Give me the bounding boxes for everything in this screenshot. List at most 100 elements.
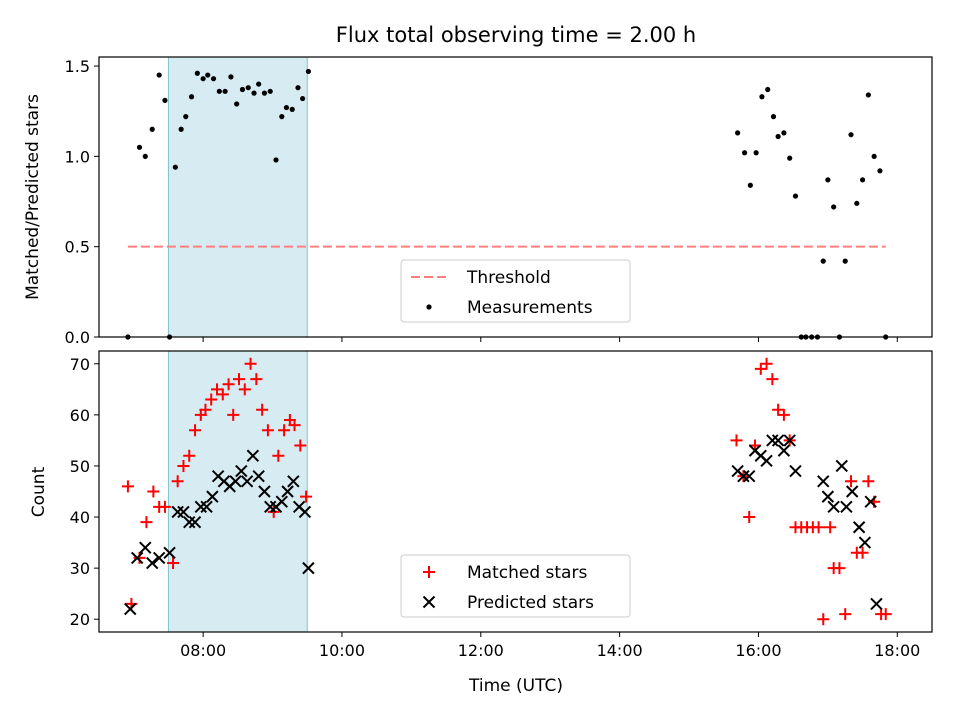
ratio-series0-point-42 xyxy=(792,193,799,199)
count-series0-point-18 xyxy=(227,408,240,421)
count-series1-point-16 xyxy=(229,475,242,488)
ratio-series0-point-4 xyxy=(156,72,162,78)
count-series0-point-19 xyxy=(232,373,245,386)
count-series0-point-21 xyxy=(244,357,257,370)
count-series0-point-38 xyxy=(766,373,779,386)
count-series0-point-22 xyxy=(250,373,263,386)
ratio-series0-point-48 xyxy=(825,177,831,183)
count-series0-point-34 xyxy=(743,511,756,524)
count-y-tick-label-3: 50 xyxy=(70,457,90,476)
count-series0-point-32 xyxy=(730,434,743,447)
ratio-shaded-interval xyxy=(167,56,308,338)
time-x-axis-label: Time (UTC) xyxy=(468,676,563,696)
x-tick-label-5: 18:00 xyxy=(874,641,920,660)
count-series1-point-39 xyxy=(783,434,796,447)
ratio-series0-point-56 xyxy=(871,153,877,159)
ratio-series0-point-53 xyxy=(854,200,860,206)
count-series1-point-2 xyxy=(139,541,152,554)
count-series1-point-36 xyxy=(766,434,779,447)
count-series0-point-13 xyxy=(199,403,212,416)
count-series1-point-29 xyxy=(302,561,315,575)
ratio-series0-point-25 xyxy=(273,157,279,163)
count-series0-point-6 xyxy=(158,500,171,513)
count-series0-point-52 xyxy=(845,475,858,488)
count-y-tick-label-2: 40 xyxy=(70,508,90,527)
count-series1-point-38 xyxy=(777,444,791,457)
count-series0-point-20 xyxy=(238,383,251,396)
count-series0-point-31 xyxy=(300,490,313,503)
count-series1-point-1 xyxy=(130,551,144,565)
chart-title: Flux total observing time = 2.00 h xyxy=(336,23,696,47)
ratio-series0-point-34 xyxy=(747,182,753,188)
x-tick-label-3: 14:00 xyxy=(597,641,643,660)
ratio-series0-point-16 xyxy=(222,88,228,94)
ratio-series0-point-2 xyxy=(142,153,148,159)
ratio-series0-point-31 xyxy=(305,68,312,75)
count-series0-point-54 xyxy=(856,546,869,559)
count-panel: 08:00 10:00 12:00 14:00 16:00 18:00 20 30 40 50 60… xyxy=(70,350,933,660)
ratio-y-tick-label-0: 0.0 xyxy=(65,328,90,347)
count-series1-point-24 xyxy=(275,495,289,508)
ratio-series0-point-10 xyxy=(188,94,195,100)
ratio-series0-point-32 xyxy=(735,130,741,136)
ratio-series0-point-9 xyxy=(183,114,189,120)
count-series0-point-8 xyxy=(171,475,184,488)
count-series1-point-3 xyxy=(146,556,159,570)
ratio-series0-point-3 xyxy=(149,126,155,132)
ratio-series0-point-22 xyxy=(256,81,262,87)
count-series1-point-32 xyxy=(742,469,756,483)
legend-predicted-swatch xyxy=(422,595,436,609)
ratio-series0-point-21 xyxy=(251,90,257,96)
x-tick-label-1: 10:00 xyxy=(319,641,365,660)
count-series1-point-17 xyxy=(235,464,248,478)
ratio-series0-point-17 xyxy=(228,74,234,80)
count-series1-point-25 xyxy=(281,485,294,498)
ratio-series0-point-47 xyxy=(820,258,826,264)
ratio-series0-point-36 xyxy=(759,94,765,100)
count-series0-point-36 xyxy=(754,362,767,375)
count-series1-point-43 xyxy=(827,500,840,514)
ratio-series0-point-35 xyxy=(753,150,759,156)
ratio-series0-point-5 xyxy=(162,97,168,103)
ratio-y-tick-label-1: 0.5 xyxy=(65,238,90,257)
ratio-series0-point-51 xyxy=(842,258,848,264)
count-series1-point-10 xyxy=(194,500,208,514)
count-shaded-interval xyxy=(167,350,308,633)
count-series0-point-9 xyxy=(177,459,190,472)
ratio-y-tick-label-2: 1.0 xyxy=(65,147,90,166)
count-series0-point-58 xyxy=(879,608,892,621)
count-axes-frame xyxy=(98,350,933,633)
count-series0-point-29 xyxy=(288,419,301,432)
count-series0-point-2 xyxy=(133,551,146,564)
count-series1-point-7 xyxy=(177,505,190,519)
count-series0-point-3 xyxy=(140,516,153,529)
ratio-series0-point-1 xyxy=(136,144,143,150)
legend-measurements-swatch xyxy=(426,304,432,310)
count-series1-point-20 xyxy=(252,469,265,483)
ratio-series0-point-15 xyxy=(216,88,222,94)
count-series1-point-35 xyxy=(760,454,773,468)
ratio-series0-point-55 xyxy=(865,92,871,98)
ratio-series0-point-40 xyxy=(781,130,787,136)
count-legend-box xyxy=(400,554,631,618)
count-legend-label-1: Predicted stars xyxy=(467,593,594,613)
count-series1-point-11 xyxy=(200,500,213,514)
count-series1-point-26 xyxy=(287,475,300,488)
count-series1-point-47 xyxy=(852,521,866,534)
count-y-tick-label-5: 70 xyxy=(70,355,90,374)
ratio-y-tick-label-3: 1.5 xyxy=(65,57,90,76)
count-legend-label-0: Matched stars xyxy=(467,563,587,583)
count-series1-point-44 xyxy=(835,459,848,473)
count-series0-point-26 xyxy=(272,449,285,462)
count-series0-point-48 xyxy=(824,521,837,534)
ratio-series0-point-26 xyxy=(279,114,285,120)
count-series0-point-16 xyxy=(216,388,229,401)
ratio-series0-point-30 xyxy=(300,95,306,102)
count-series1-point-9 xyxy=(188,515,202,529)
ratio-series0-point-24 xyxy=(267,88,273,94)
count-series0-point-40 xyxy=(777,408,790,421)
count-legend: Matched stars Predicted stars xyxy=(400,554,631,618)
x-tick-label-2: 12:00 xyxy=(458,641,504,660)
count-series1-point-0 xyxy=(124,602,137,616)
count-series0-point-37 xyxy=(760,357,773,370)
